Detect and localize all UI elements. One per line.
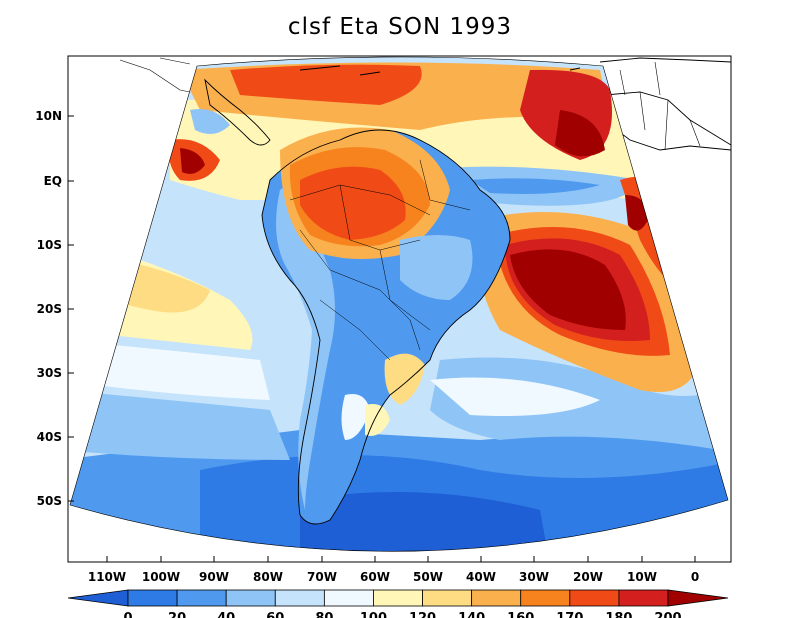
lon-label: 80W bbox=[253, 570, 283, 584]
colorbar-bin bbox=[225, 589, 276, 607]
sa-core bbox=[510, 249, 626, 330]
domain-outline bbox=[69, 56, 729, 552]
colorbar-bin bbox=[520, 589, 571, 607]
colorbar-arrow-high bbox=[667, 589, 729, 607]
central-america-coast bbox=[204, 78, 271, 146]
lat-label: 40S bbox=[37, 430, 62, 444]
colorbar-bin bbox=[323, 589, 374, 607]
colorbar-bin bbox=[422, 589, 473, 607]
lon-label: 0 bbox=[691, 570, 699, 584]
south-america-field bbox=[262, 127, 510, 524]
lon-label: 100W bbox=[142, 570, 180, 584]
colorbar-label: 40 bbox=[217, 611, 235, 618]
pacific-nw-pale bbox=[190, 109, 230, 134]
lon-label: 50W bbox=[413, 570, 443, 584]
colorbar-bin bbox=[373, 589, 423, 607]
pampa-pale-yellow bbox=[365, 404, 390, 436]
lat-label: 10S bbox=[37, 238, 62, 252]
colorbar-label: 200 bbox=[654, 611, 681, 618]
colorbar-label: 0 bbox=[123, 611, 132, 618]
amazon-red bbox=[300, 166, 406, 240]
colorbar-label: 80 bbox=[315, 611, 333, 618]
colorbar-label: 160 bbox=[507, 611, 534, 618]
colorbar-label: 60 bbox=[266, 611, 284, 618]
sa-coastline bbox=[261, 129, 511, 525]
colorbar-label: 140 bbox=[458, 611, 485, 618]
colorbar-label: 100 bbox=[360, 611, 387, 618]
colorbar-bin bbox=[471, 589, 522, 607]
colorbar-arrow-low bbox=[67, 589, 129, 607]
country-borders bbox=[289, 159, 471, 361]
patagonia-white bbox=[341, 394, 370, 440]
axis-ticks bbox=[68, 115, 696, 562]
colorbar-bin bbox=[274, 589, 325, 607]
north-tropics-red bbox=[230, 64, 422, 105]
lon-label: 60W bbox=[360, 570, 390, 584]
atlantic-white-band bbox=[430, 377, 600, 416]
colorbar-bin bbox=[127, 589, 178, 607]
colorbar-label: 120 bbox=[409, 611, 436, 618]
lon-labels: 110W 100W 90W 80W 70W 60W 50W 40W 30W 20… bbox=[88, 570, 699, 584]
colorbar-label: 20 bbox=[168, 611, 186, 618]
lat-labels: 10N EQ 10S 20S 30S 40S 50S bbox=[35, 109, 62, 508]
colorbar-bin bbox=[176, 589, 227, 607]
lat-label: 10N bbox=[35, 109, 62, 123]
map-title: clsf Eta SON 1993 bbox=[287, 14, 513, 40]
lat-label: 30S bbox=[37, 366, 62, 380]
south-ocean-dark-blue bbox=[300, 492, 560, 552]
colorbar-label: 180 bbox=[605, 611, 632, 618]
eq-atlantic-mid-blue bbox=[470, 178, 600, 194]
brazil-plateau-light bbox=[400, 235, 473, 300]
lon-label: 110W bbox=[88, 570, 126, 584]
caribbean-islands bbox=[299, 65, 581, 76]
lat-label: 20S bbox=[37, 302, 62, 316]
africa-borders bbox=[619, 61, 701, 151]
coastlines bbox=[204, 65, 581, 525]
lon-label: 30W bbox=[519, 570, 549, 584]
field-domain bbox=[70, 57, 728, 552]
colorbar: 0 20 40 60 80 100 120 140 160 170 180 200 bbox=[67, 589, 729, 618]
lon-label: 40W bbox=[466, 570, 496, 584]
sa-andes-light bbox=[276, 178, 335, 510]
colorbar-bin bbox=[569, 589, 620, 607]
lon-label: 70W bbox=[307, 570, 337, 584]
colorbar-label: 170 bbox=[556, 611, 583, 618]
la-plata-yellow bbox=[384, 353, 425, 405]
lat-label: EQ bbox=[44, 174, 62, 188]
lon-label: 20W bbox=[573, 570, 603, 584]
colorbar-bin bbox=[618, 589, 669, 607]
lon-label: 90W bbox=[199, 570, 229, 584]
lat-label: 50S bbox=[37, 494, 62, 508]
pacific-nw-dark bbox=[180, 148, 205, 174]
caribbean-core bbox=[555, 110, 605, 157]
pacific-south-light-blue bbox=[70, 390, 290, 460]
lon-label: 10W bbox=[627, 570, 657, 584]
